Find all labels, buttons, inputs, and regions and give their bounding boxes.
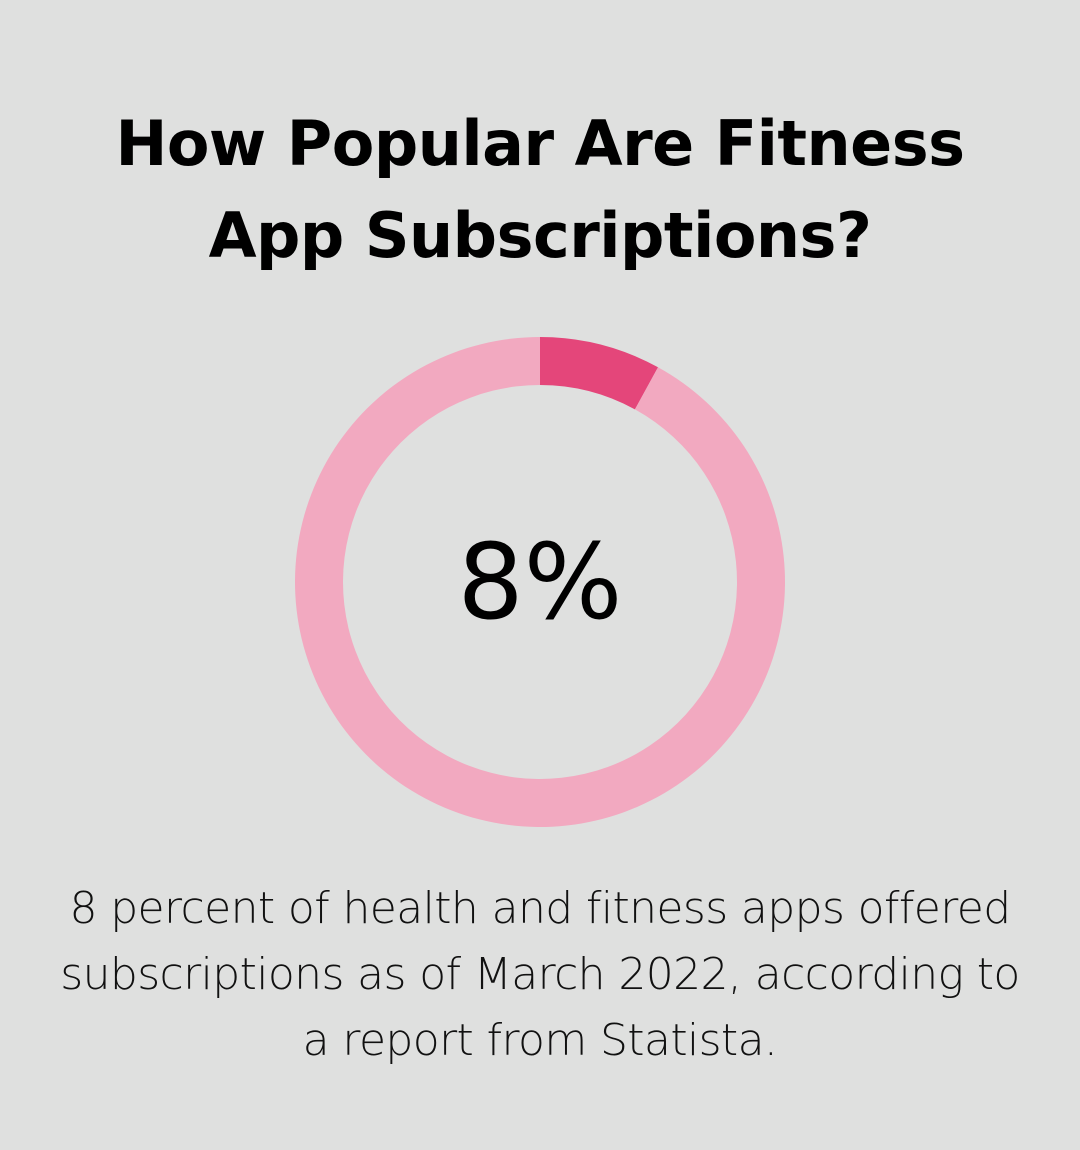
donut-chart-svg: 8% [295, 337, 786, 827]
donut-chart: 8% [290, 332, 790, 832]
chart-caption: 8 percent of health and fitness apps off… [40, 876, 1040, 1074]
caption-line-1: 8 percent of health and fitness apps off… [69, 883, 1011, 934]
caption-line-2: subscriptions as of March 2022, accordin… [60, 949, 1020, 1000]
donut-slice-1 [540, 337, 659, 410]
center-value-label: 8% [458, 521, 623, 643]
caption-line-3: a report from Statista. [302, 1015, 778, 1066]
chart-title: How Popular Are Fitness App Subscription… [40, 98, 1040, 282]
chart-title-line-1: How Popular Are Fitness [115, 107, 965, 180]
chart-title-line-2: App Subscriptions? [208, 199, 872, 272]
